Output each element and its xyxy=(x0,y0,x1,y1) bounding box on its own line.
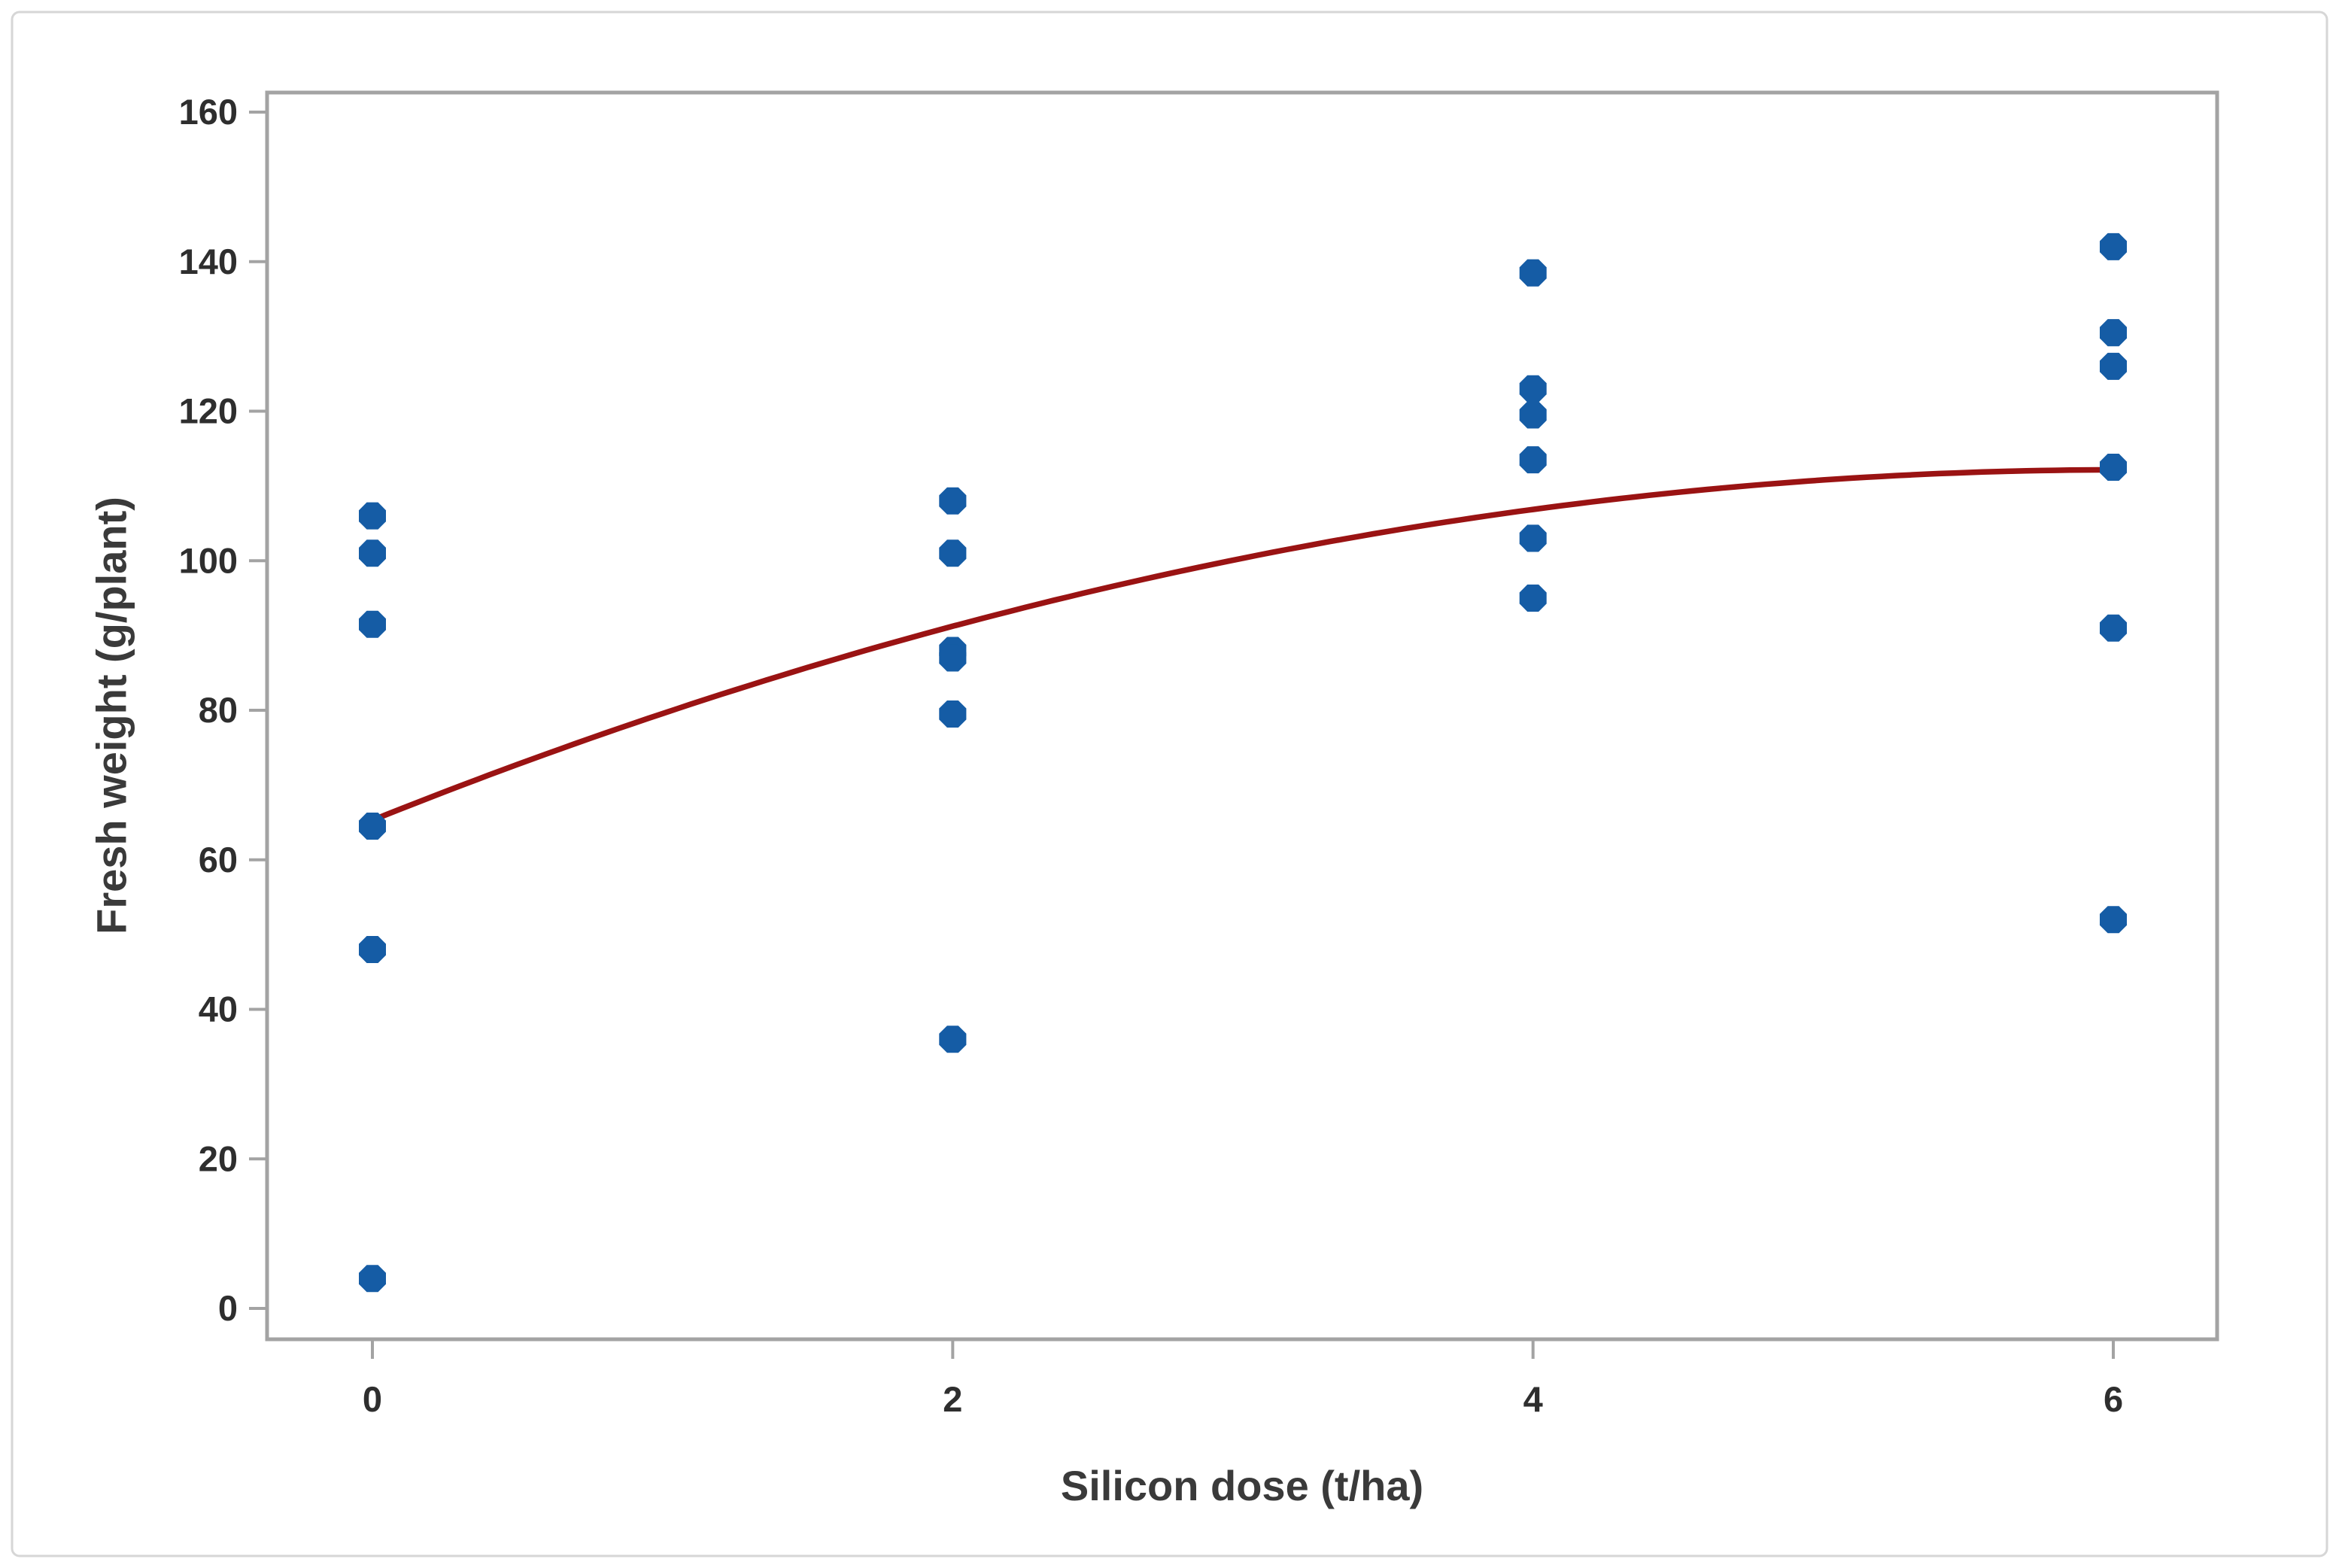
x-tick-label: 6 xyxy=(2104,1379,2123,1419)
data-point xyxy=(939,644,967,672)
plot-frame xyxy=(265,90,2219,1342)
data-point xyxy=(1519,446,1547,474)
trend-line xyxy=(369,466,2116,823)
data-point xyxy=(359,610,386,638)
data-point xyxy=(2100,906,2127,934)
y-axis-title: Fresh weight (g/plant) xyxy=(87,497,135,934)
y-tick-label: 140 xyxy=(179,242,238,281)
data-point xyxy=(939,700,967,728)
data-point xyxy=(2100,352,2127,380)
x-tick-label: 2 xyxy=(943,1379,962,1419)
x-axis-title: Silicon dose (t/ha) xyxy=(1060,1462,1424,1509)
data-point xyxy=(1519,584,1547,612)
x-tick-label: 0 xyxy=(363,1379,382,1419)
y-tick-label: 0 xyxy=(218,1288,238,1328)
data-point xyxy=(2100,454,2127,481)
x-tick-label: 4 xyxy=(1523,1379,1543,1419)
y-tick-label: 160 xyxy=(179,92,238,132)
y-tick-label: 20 xyxy=(199,1138,238,1178)
data-point xyxy=(359,502,386,530)
data-point xyxy=(939,487,967,515)
data-point xyxy=(2100,319,2127,347)
y-tick-label: 100 xyxy=(179,540,238,580)
y-tick-label: 80 xyxy=(199,690,238,730)
data-point xyxy=(939,539,967,567)
data-point xyxy=(2100,232,2127,260)
page-border xyxy=(11,11,2328,1557)
data-point xyxy=(359,813,386,840)
data-point xyxy=(359,539,386,567)
data-point xyxy=(1519,401,1547,429)
data-point xyxy=(1519,259,1547,287)
data-point xyxy=(1519,524,1547,552)
data-point xyxy=(1519,375,1547,403)
data-point xyxy=(939,1026,967,1053)
y-tick-label: 120 xyxy=(179,391,238,431)
data-point xyxy=(2100,614,2127,642)
data-point xyxy=(359,936,386,963)
data-point xyxy=(359,1265,386,1293)
y-tick-label: 60 xyxy=(199,840,238,880)
y-tick-label: 40 xyxy=(199,989,238,1029)
